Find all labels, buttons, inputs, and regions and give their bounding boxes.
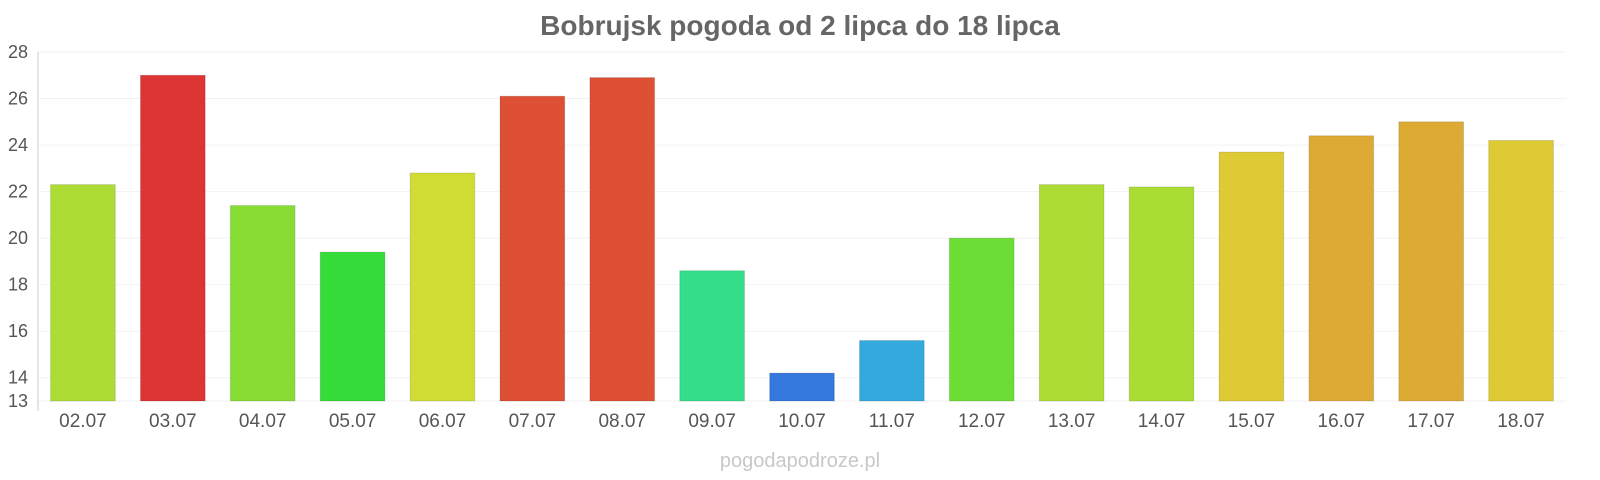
y-tick-label-18: 18 [8, 275, 28, 295]
y-tick-label-28: 28 [8, 42, 28, 62]
x-tick-label-02.07: 02.07 [59, 411, 107, 432]
bar-08.07 [589, 77, 656, 402]
x-tick-label-17.07: 17.07 [1407, 411, 1455, 432]
y-tick-label-26: 26 [8, 89, 28, 109]
x-tick-label-07.07: 07.07 [509, 411, 557, 432]
bar-04.07 [229, 205, 296, 402]
x-tick-label-14.07: 14.07 [1138, 411, 1186, 432]
chart-title: Bobrujsk pogoda od 2 lipca do 18 lipca [540, 10, 1060, 41]
x-tick-label-10.07: 10.07 [778, 411, 826, 432]
x-tick-label-13.07: 13.07 [1048, 411, 1096, 432]
bar-02.07 [50, 184, 116, 402]
bar-11.07 [859, 340, 925, 402]
bar-10.07 [769, 372, 835, 402]
bar-05.07 [319, 251, 386, 402]
bar-03.07 [139, 74, 206, 402]
x-tick-label-05.07: 05.07 [329, 411, 377, 432]
bar-07.07 [499, 95, 566, 402]
bar-17.07 [1398, 121, 1465, 402]
y-tick-label-20: 20 [8, 228, 28, 248]
watermark-text: pogodapodroze.pl [719, 450, 881, 472]
x-tick-label-15.07: 15.07 [1228, 411, 1276, 432]
x-tick-label-18.07: 18.07 [1497, 411, 1545, 432]
x-tick-label-09.07: 09.07 [688, 411, 736, 432]
y-tick-label-13: 13 [8, 391, 28, 411]
x-tick-label-11.07: 11.07 [869, 411, 915, 432]
bar-18.07 [1488, 139, 1554, 402]
y-tick-label-22: 22 [8, 182, 28, 202]
bar-13.07 [1038, 184, 1105, 402]
bar-12.07 [948, 237, 1015, 402]
x-tick-label-08.07: 08.07 [598, 411, 646, 432]
y-tick-label-24: 24 [8, 135, 28, 155]
bar-09.07 [679, 270, 745, 402]
x-tick-label-04.07: 04.07 [239, 411, 287, 432]
bar-16.07 [1308, 135, 1375, 402]
bar-06.07 [409, 172, 476, 402]
bar-15.07 [1218, 151, 1285, 402]
x-tick-label-03.07: 03.07 [149, 411, 197, 432]
y-tick-label-14: 14 [8, 368, 28, 388]
y-tick-label-16: 16 [8, 321, 28, 341]
x-tick-label-16.07: 16.07 [1318, 411, 1366, 432]
bar-14.07 [1128, 186, 1195, 402]
x-tick-label-06.07: 06.07 [419, 411, 467, 432]
x-tick-label-12.07: 12.07 [958, 411, 1006, 432]
